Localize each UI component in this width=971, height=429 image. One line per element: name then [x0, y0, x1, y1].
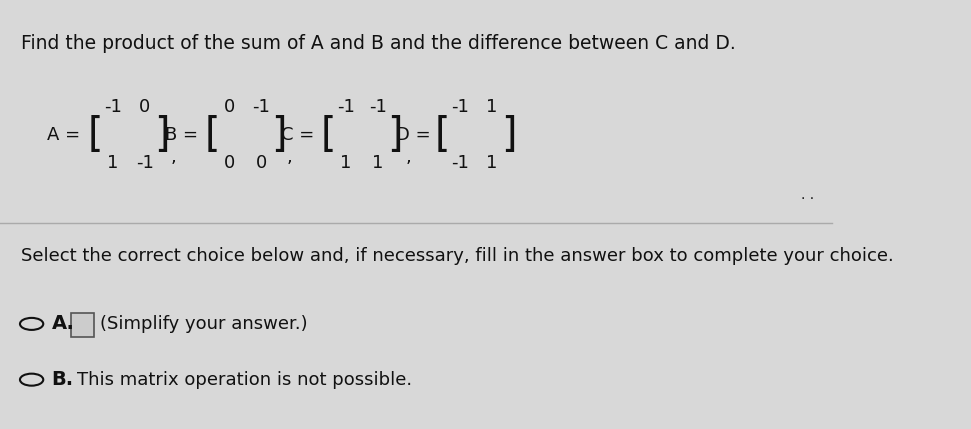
FancyBboxPatch shape — [71, 313, 94, 337]
Text: ,: , — [171, 148, 177, 166]
Text: ]: ] — [501, 115, 517, 155]
Text: -1: -1 — [452, 98, 469, 116]
Text: -1: -1 — [337, 98, 355, 116]
Text: [: [ — [205, 115, 220, 155]
Text: D =: D = — [396, 126, 431, 144]
Text: (Simplify your answer.): (Simplify your answer.) — [100, 315, 308, 333]
Text: ]: ] — [387, 115, 403, 155]
Text: B =: B = — [165, 126, 198, 144]
Text: This matrix operation is not possible.: This matrix operation is not possible. — [77, 371, 412, 389]
Text: [: [ — [321, 115, 337, 155]
Text: 0: 0 — [255, 154, 267, 172]
Text: -1: -1 — [252, 98, 270, 116]
Text: A =: A = — [47, 126, 80, 144]
Text: ]: ] — [154, 115, 170, 155]
Text: · ·: · · — [800, 193, 814, 206]
Text: -1: -1 — [369, 98, 386, 116]
Text: 1: 1 — [486, 154, 497, 172]
Text: Select the correct choice below and, if necessary, fill in the answer box to com: Select the correct choice below and, if … — [20, 247, 893, 265]
Text: C =: C = — [282, 126, 315, 144]
Text: [: [ — [435, 115, 451, 155]
Text: A.: A. — [51, 314, 75, 333]
Text: ]: ] — [271, 115, 286, 155]
Text: 0: 0 — [139, 98, 151, 116]
Text: 1: 1 — [108, 154, 118, 172]
Text: 1: 1 — [486, 98, 497, 116]
Text: 0: 0 — [224, 154, 235, 172]
Text: -1: -1 — [136, 154, 153, 172]
Text: 1: 1 — [372, 154, 384, 172]
Text: B.: B. — [51, 370, 74, 389]
Text: Find the product of the sum of A and B and the difference between C and D.: Find the product of the sum of A and B a… — [20, 34, 736, 53]
Text: ,: , — [405, 148, 411, 166]
Text: [: [ — [88, 115, 104, 155]
Text: -1: -1 — [104, 98, 122, 116]
Text: -1: -1 — [452, 154, 469, 172]
Text: 0: 0 — [224, 98, 235, 116]
Text: ,: , — [287, 148, 293, 166]
Text: 1: 1 — [341, 154, 352, 172]
